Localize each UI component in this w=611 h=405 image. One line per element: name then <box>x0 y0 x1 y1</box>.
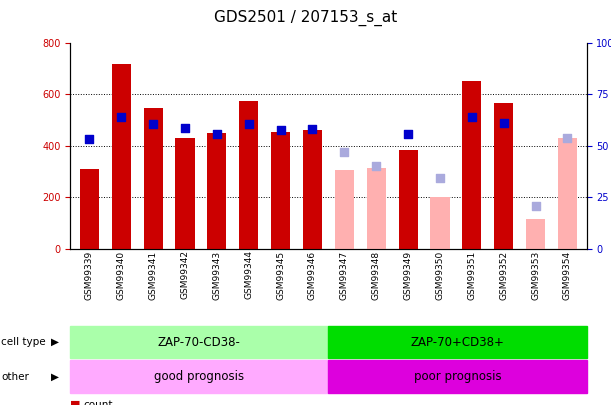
Point <box>244 121 254 127</box>
Bar <box>329 326 587 358</box>
Bar <box>144 109 163 249</box>
Text: GDS2501 / 207153_s_at: GDS2501 / 207153_s_at <box>214 10 397 26</box>
Text: ZAP-70-CD38-: ZAP-70-CD38- <box>158 336 241 349</box>
Bar <box>398 150 418 249</box>
Text: cell type: cell type <box>1 337 46 347</box>
Bar <box>80 169 99 249</box>
Bar <box>70 326 329 358</box>
Point <box>340 149 349 156</box>
Bar <box>271 132 290 249</box>
Bar <box>430 198 450 249</box>
Text: good prognosis: good prognosis <box>154 370 244 383</box>
Point <box>180 124 190 131</box>
Bar <box>175 138 194 249</box>
Text: ▶: ▶ <box>51 372 59 382</box>
Point <box>435 175 445 181</box>
Point <box>307 126 317 132</box>
Point <box>148 121 158 127</box>
Bar <box>526 220 545 249</box>
Bar <box>329 360 587 393</box>
Text: ■: ■ <box>70 400 81 405</box>
Text: poor prognosis: poor prognosis <box>414 370 501 383</box>
Bar <box>558 138 577 249</box>
Bar <box>463 81 481 249</box>
Bar <box>207 133 227 249</box>
Text: count: count <box>84 400 113 405</box>
Text: other: other <box>1 372 29 382</box>
Point <box>276 127 285 134</box>
Bar <box>303 130 322 249</box>
Bar <box>112 64 131 249</box>
Point <box>531 203 541 210</box>
Bar <box>494 103 513 249</box>
Text: ZAP-70+CD38+: ZAP-70+CD38+ <box>411 336 505 349</box>
Point <box>371 163 381 170</box>
Point <box>403 131 413 137</box>
Bar <box>367 168 386 249</box>
Point <box>499 119 508 126</box>
Point <box>563 135 573 141</box>
Point <box>84 136 94 143</box>
Bar <box>335 171 354 249</box>
Bar <box>70 360 329 393</box>
Point <box>116 114 126 121</box>
Point <box>212 131 222 137</box>
Text: ▶: ▶ <box>51 337 59 347</box>
Bar <box>239 100 258 249</box>
Point <box>467 114 477 121</box>
